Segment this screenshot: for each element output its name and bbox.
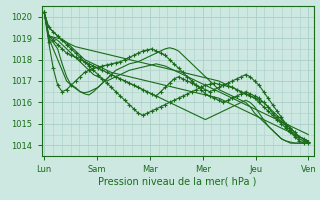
X-axis label: Pression niveau de la mer( hPa ): Pression niveau de la mer( hPa ) [99,177,257,187]
